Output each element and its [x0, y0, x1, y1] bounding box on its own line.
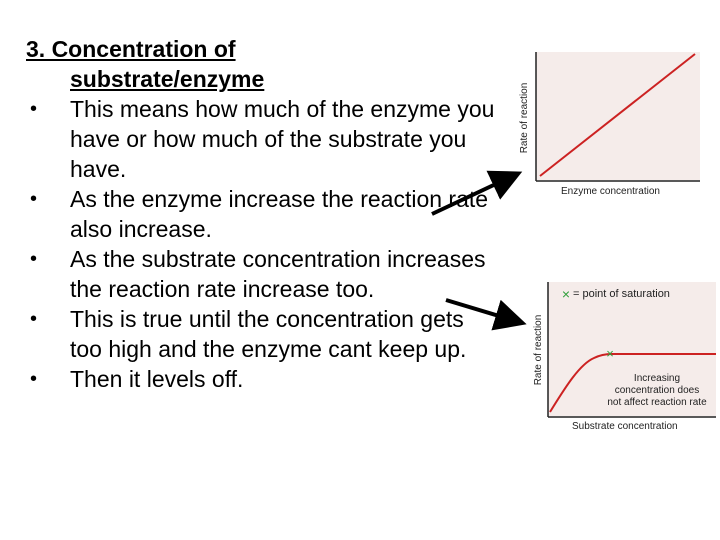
substrate-graph-xlabel: Substrate concentration: [572, 421, 678, 432]
bullet-item: • This means how much of the enzyme you h…: [26, 94, 496, 184]
enzyme-graph-svg: Rate of reaction Enzyme concentration: [519, 52, 700, 197]
bullet-dot: •: [30, 188, 38, 210]
substrate-graph-ylabel: Rate of reaction: [533, 315, 544, 386]
slide-content: 3. Concentration of substrate/enzyme • Th…: [26, 34, 496, 394]
substrate-graph-background: [548, 282, 716, 416]
bullet-dot: •: [30, 368, 38, 390]
bullet-item: • This is true until the concentration ge…: [26, 304, 496, 364]
enzyme-graph-line: [539, 53, 696, 177]
saturation-point-marker: ×: [606, 346, 614, 361]
bullet-text: This means how much of the enzyme you ha…: [70, 96, 495, 182]
slide-title-line-2: substrate/enzyme: [70, 66, 265, 92]
bullet-item: • As the substrate concentration increase…: [26, 244, 496, 304]
enzyme-graph-ylabel: Rate of reaction: [519, 83, 530, 154]
substrate-concentration-graph: × × = point of saturation Increasing con…: [528, 278, 718, 436]
bullet-list: • This means how much of the enzyme you h…: [26, 94, 496, 394]
saturation-legend-marker: ×: [562, 286, 570, 302]
bullet-text: As the enzyme increase the reaction rate…: [70, 186, 489, 242]
bullet-text: This is true until the concentration get…: [70, 306, 467, 362]
slide-title-line-1: 3. Concentration of: [26, 36, 236, 62]
bullet-dot: •: [30, 308, 38, 330]
bullet-text: Then it levels off.: [70, 366, 244, 392]
bullet-item: • As the enzyme increase the reaction rat…: [26, 184, 496, 244]
annotation-line-2: concentration does: [615, 385, 700, 396]
bullet-item: • Then it levels off.: [26, 364, 496, 394]
bullet-text: As the substrate concentration increases…: [70, 246, 486, 302]
enzyme-graph-xlabel: Enzyme concentration: [561, 186, 660, 197]
substrate-graph-curve: [549, 353, 716, 413]
bullet-dot: •: [30, 98, 38, 120]
annotation-line-1: Increasing: [634, 373, 680, 384]
saturation-legend-text: = point of saturation: [573, 288, 670, 300]
bullet-dot: •: [30, 248, 38, 270]
substrate-graph-svg: × × = point of saturation Increasing con…: [533, 282, 716, 432]
annotation-line-3: not affect reaction rate: [607, 397, 707, 408]
enzyme-concentration-graph: Rate of reaction Enzyme concentration: [514, 48, 704, 200]
